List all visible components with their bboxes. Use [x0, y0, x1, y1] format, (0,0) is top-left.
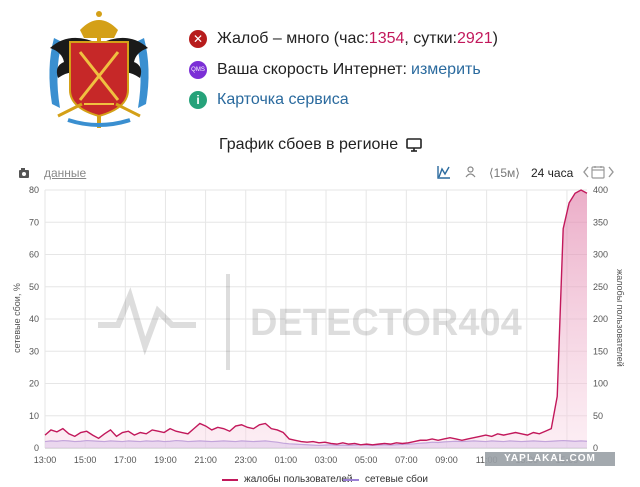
- calendar-icon[interactable]: [591, 165, 605, 179]
- legend-failures-label: сетевые сбои: [365, 474, 428, 485]
- y-left-tick-label: 40: [29, 314, 39, 324]
- service-card-row[interactable]: i Карточка сервиса: [189, 91, 349, 109]
- speed-test-link[interactable]: измерить: [411, 61, 481, 78]
- user-icon[interactable]: [465, 166, 476, 178]
- chevron-right-icon[interactable]: [607, 166, 615, 178]
- y-left-tick-label: 60: [29, 250, 39, 260]
- x-tick-label: 03:00: [315, 455, 338, 465]
- section-title-text: График сбоев в регионе: [219, 136, 399, 153]
- x-tick-label: 07:00: [395, 455, 418, 465]
- x-tick-label: 15:00: [74, 455, 97, 465]
- complaints-prefix: Жалоб – много (час:: [217, 30, 369, 47]
- monitor-icon[interactable]: [406, 138, 422, 152]
- error-icon: ✕: [189, 30, 207, 48]
- y-right-tick-label: 150: [593, 346, 608, 356]
- y-axis-right-label: жалобы пользователей: [615, 269, 625, 367]
- speed-test-row: QMS Ваша скорость Интернет: измерить: [189, 61, 481, 79]
- y-axis-left-label: сетевые сбои, %: [12, 283, 22, 353]
- x-tick-label: 05:00: [355, 455, 378, 465]
- chevron-left-icon[interactable]: [582, 166, 590, 178]
- speed-label: Ваша скорость Интернет:: [217, 61, 407, 78]
- x-tick-label: 01:00: [275, 455, 298, 465]
- x-tick-label: 23:00: [234, 455, 257, 465]
- y-right-tick-label: 250: [593, 282, 608, 292]
- complaints-line: [44, 189, 588, 446]
- y-right-tick-label: 350: [593, 217, 608, 227]
- outage-chart: DETECTOR404 0 10 20 30 40 50 60 70 80 0 50 100 150 20…: [12, 186, 625, 465]
- legend-complaints-swatch: [222, 478, 238, 481]
- y-left-tick-label: 30: [29, 346, 39, 356]
- y-right-tick-label: 300: [593, 250, 608, 260]
- info-icon: i: [189, 91, 207, 109]
- x-tick-label: 17:00: [114, 455, 137, 465]
- data-link[interactable]: данные: [44, 166, 87, 180]
- qms-icon: QMS: [189, 61, 207, 79]
- camera-icon[interactable]: [18, 167, 30, 179]
- y-left-tick-label: 10: [29, 411, 39, 421]
- x-tick-label: 13:00: [34, 455, 57, 465]
- y-left-tick-label: 0: [34, 443, 39, 453]
- legend-complaints[interactable]: жалобы пользователей: [222, 474, 353, 485]
- range-24h-button[interactable]: 24 часа: [531, 166, 574, 180]
- complaints-hour-count: 1354: [368, 30, 405, 47]
- complaints-day-count: 2921: [457, 30, 493, 47]
- legend-complaints-label: жалобы пользователей: [244, 474, 353, 485]
- legend-failures-swatch: [343, 478, 359, 481]
- chart-toolbar: данные ⟨15м⟩ 24 часа: [0, 164, 640, 186]
- x-tick-label: 19:00: [154, 455, 177, 465]
- chart-series: [44, 189, 588, 448]
- y-right-tick-label: 50: [593, 411, 603, 421]
- section-title: График сбоев в регионе: [219, 136, 422, 154]
- coat-of-arms-logo: [49, 11, 149, 128]
- service-card-link[interactable]: Карточка сервиса: [217, 91, 349, 108]
- y-left-tick-label: 70: [29, 217, 39, 227]
- range-15m-button[interactable]: ⟨15м⟩: [489, 166, 520, 180]
- y-right-tick-label: 200: [593, 314, 608, 324]
- y-left-tick-label: 80: [29, 186, 39, 195]
- legend-failures[interactable]: сетевые сбои: [343, 474, 428, 485]
- y-right-tick-label: 0: [593, 443, 598, 453]
- watermark-logo-text: DETECTOR404: [250, 302, 522, 344]
- y-left-tick-label: 20: [29, 379, 39, 389]
- complaints-mid: , сутки:: [404, 30, 457, 47]
- complaints-status: ✕ Жалоб – много (час: 1354 , сутки: 2921…: [189, 30, 498, 48]
- x-tick-label: 09:00: [435, 455, 458, 465]
- chart-area-icon[interactable]: [437, 165, 451, 179]
- x-tick-label: 21:00: [194, 455, 217, 465]
- yaplakal-watermark: YAPLAKAL.COM: [485, 452, 615, 466]
- y-left-tick-label: 50: [29, 282, 39, 292]
- complaints-suffix: ): [492, 30, 498, 47]
- y-right-tick-label: 400: [593, 186, 608, 195]
- detector404-watermark: DETECTOR404: [98, 274, 522, 370]
- y-right-tick-label: 100: [593, 379, 608, 389]
